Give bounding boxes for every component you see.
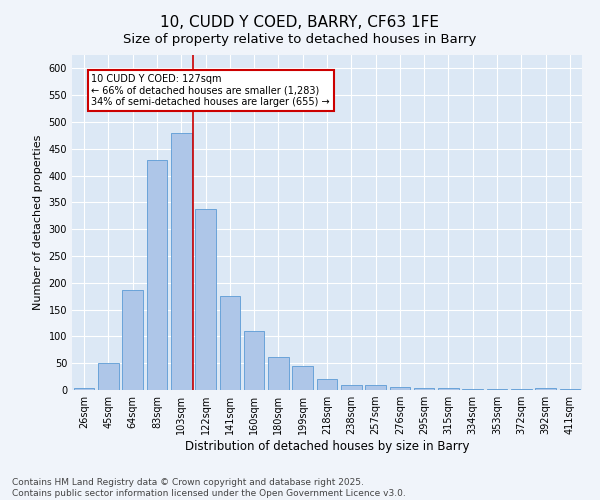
Bar xyxy=(244,331,265,390)
Bar xyxy=(146,160,167,390)
Bar xyxy=(220,296,240,390)
X-axis label: Distribution of detached houses by size in Barry: Distribution of detached houses by size … xyxy=(185,440,469,453)
Bar xyxy=(341,384,362,390)
Text: Size of property relative to detached houses in Barry: Size of property relative to detached ho… xyxy=(124,32,476,46)
Bar xyxy=(171,132,191,390)
Text: 10, CUDD Y COED, BARRY, CF63 1FE: 10, CUDD Y COED, BARRY, CF63 1FE xyxy=(161,15,439,30)
Bar xyxy=(98,363,119,390)
Bar xyxy=(389,388,410,390)
Bar xyxy=(195,210,216,390)
Bar xyxy=(74,388,94,390)
Bar xyxy=(317,380,337,390)
Bar xyxy=(535,388,556,390)
Bar xyxy=(463,389,483,390)
Bar xyxy=(122,290,143,390)
Bar xyxy=(292,366,313,390)
Text: Contains HM Land Registry data © Crown copyright and database right 2025.
Contai: Contains HM Land Registry data © Crown c… xyxy=(12,478,406,498)
Y-axis label: Number of detached properties: Number of detached properties xyxy=(33,135,43,310)
Bar xyxy=(414,388,434,390)
Text: 10 CUDD Y COED: 127sqm
← 66% of detached houses are smaller (1,283)
34% of semi-: 10 CUDD Y COED: 127sqm ← 66% of detached… xyxy=(91,74,330,107)
Bar xyxy=(365,384,386,390)
Bar xyxy=(268,357,289,390)
Bar xyxy=(438,388,459,390)
